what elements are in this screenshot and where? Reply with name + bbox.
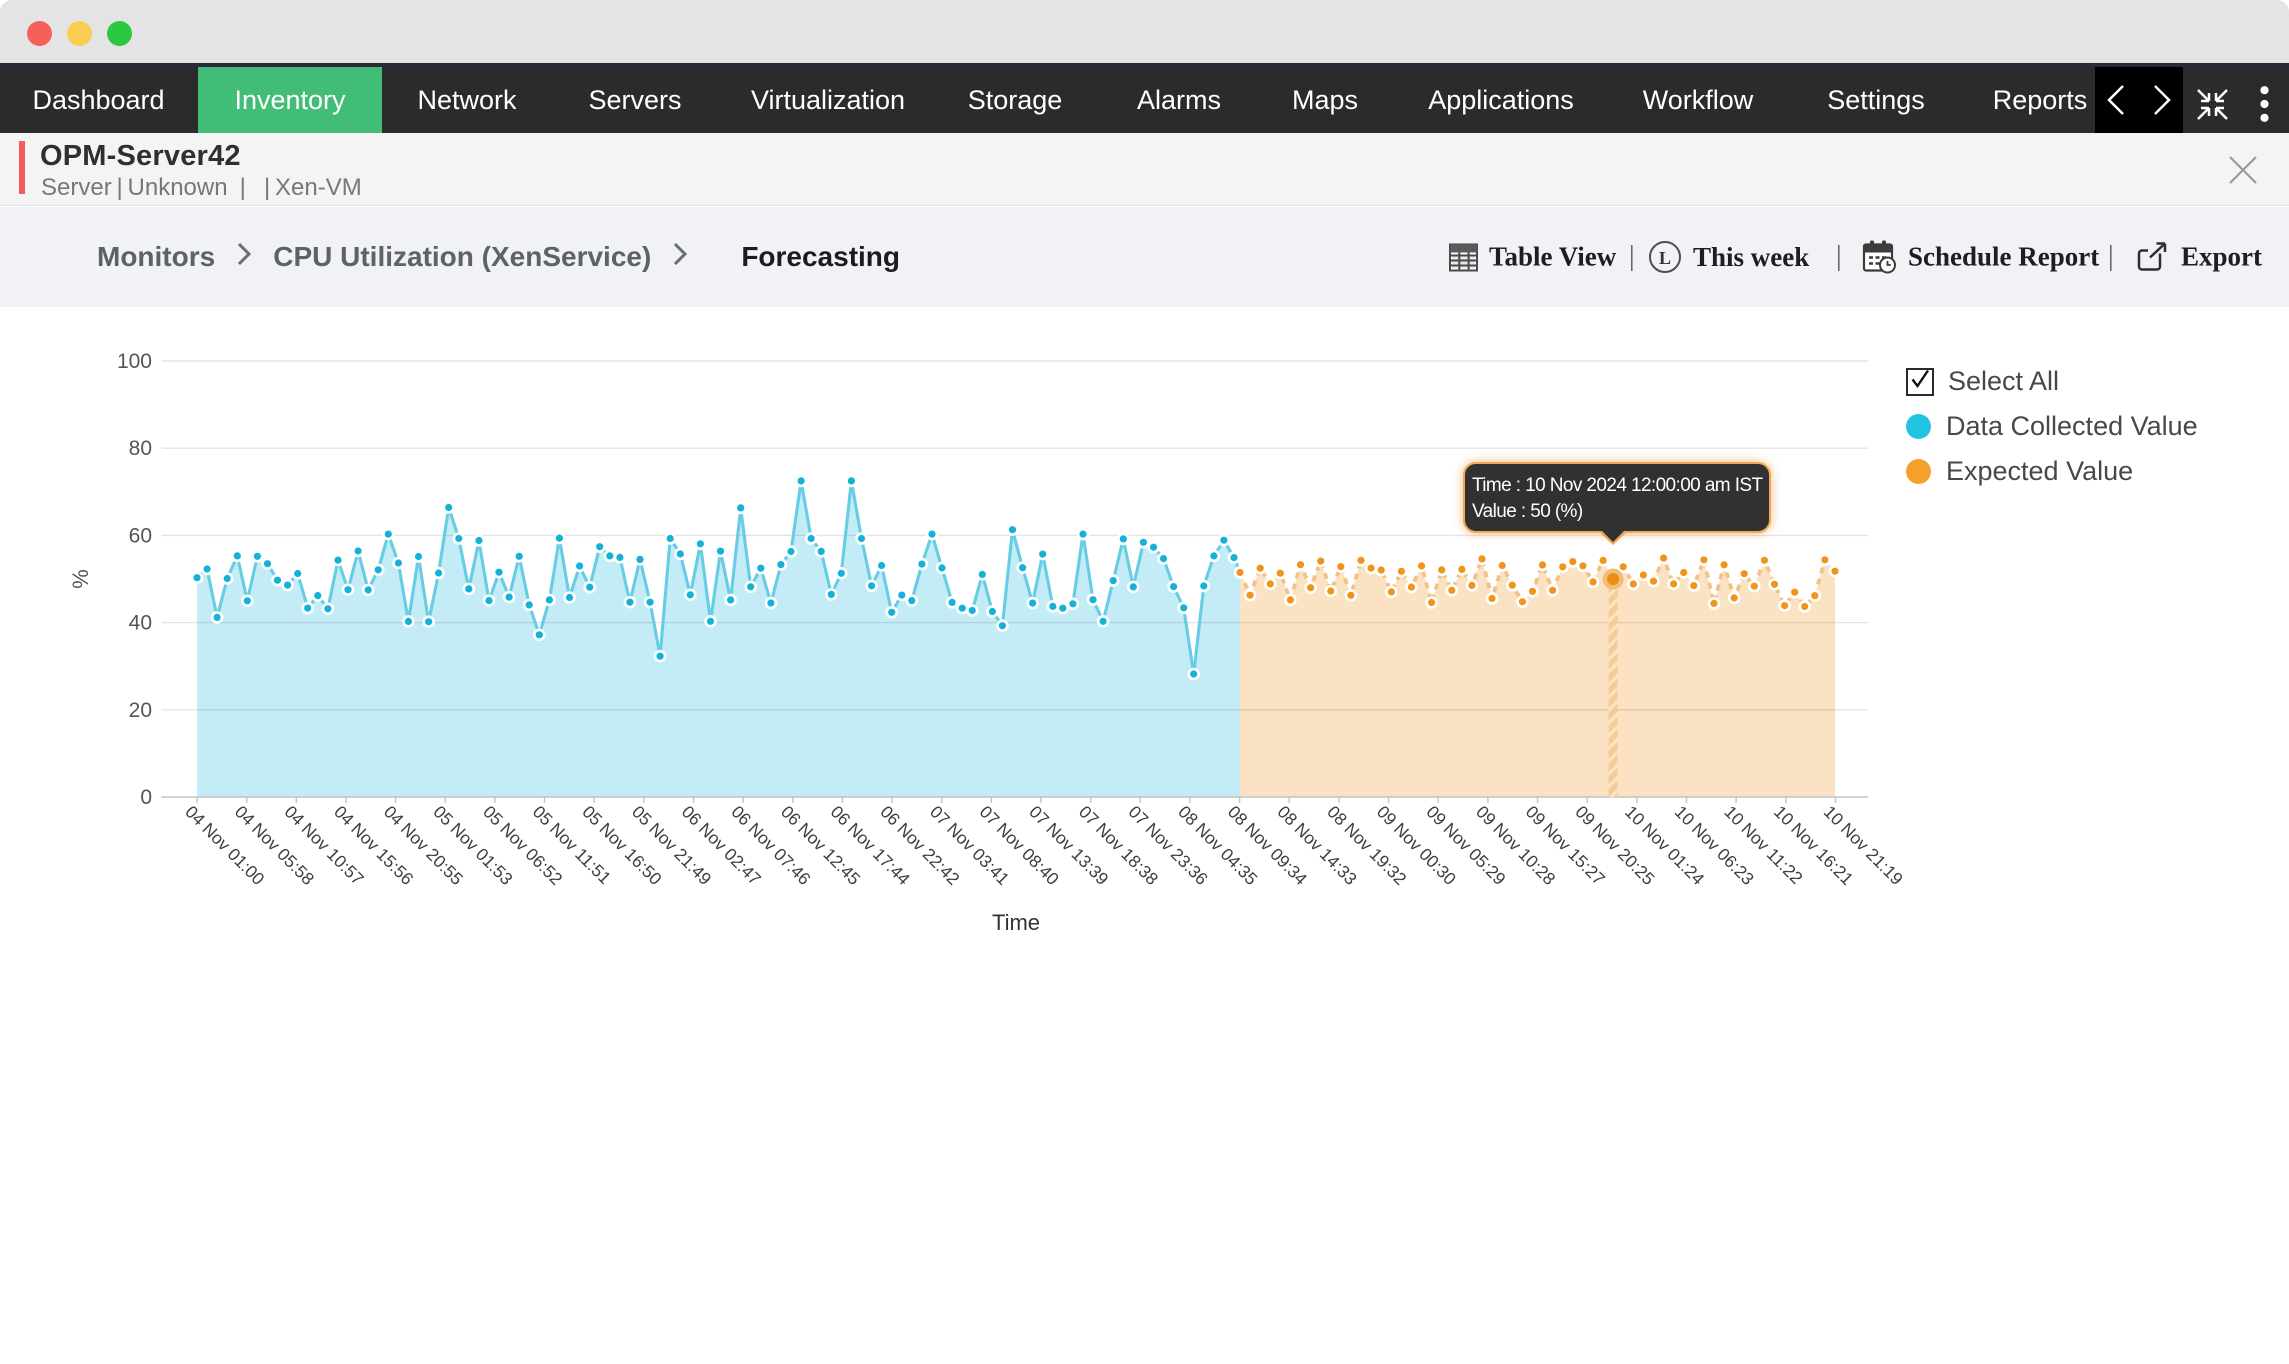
svg-text:80: 80 <box>129 437 152 460</box>
svg-text:L: L <box>1659 248 1671 268</box>
svg-text:100: 100 <box>117 350 152 373</box>
svg-text:%: % <box>68 569 93 589</box>
svg-text:Time: Time <box>992 910 1040 935</box>
svg-text:40: 40 <box>129 612 152 635</box>
svg-text:0: 0 <box>140 786 152 809</box>
svg-text:60: 60 <box>129 524 152 547</box>
svg-text:20: 20 <box>129 699 152 722</box>
